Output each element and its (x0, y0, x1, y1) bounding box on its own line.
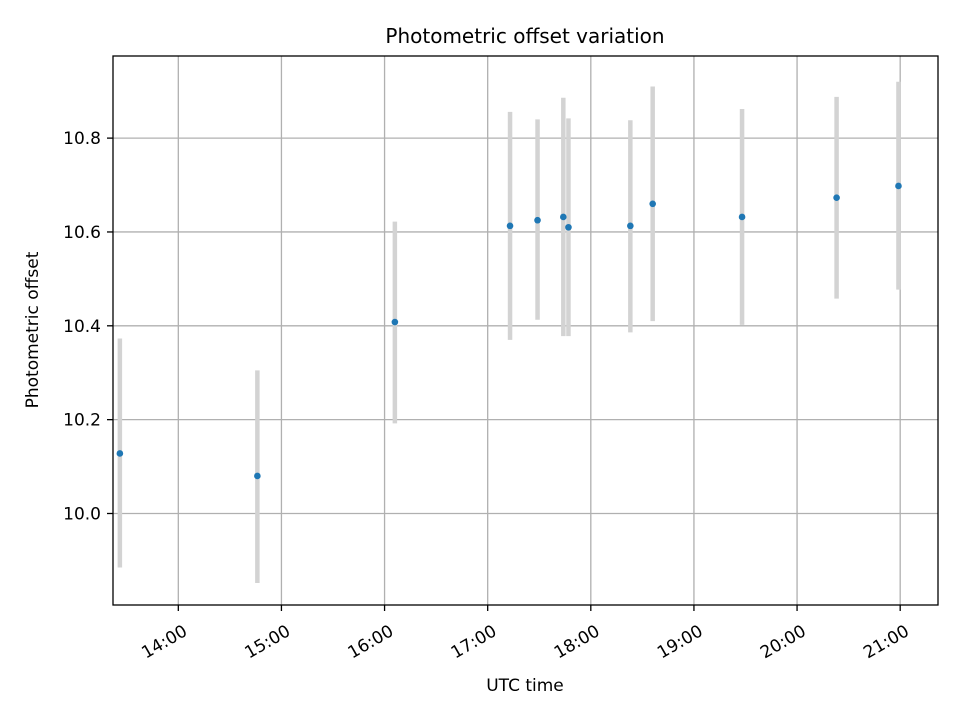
data-point (254, 472, 261, 480)
plot-frame (112, 55, 939, 606)
grid (113, 56, 938, 605)
data-point (738, 213, 746, 221)
data-point (627, 222, 634, 230)
data-point (895, 182, 902, 190)
data-point (506, 222, 514, 230)
y-axis: 10.0 10.2 10.4 10.6 10.8 (63, 129, 113, 525)
data-point (649, 200, 656, 208)
x-axis-label: UTC time (486, 676, 564, 696)
y-tick-label: 10.2 (63, 411, 101, 431)
y-tick-label: 10.8 (63, 129, 101, 149)
y-tick-label: 10.0 (63, 505, 101, 525)
y-axis-label: Photometric offset (23, 251, 43, 408)
data-points (116, 182, 902, 480)
data-point (565, 223, 572, 231)
data-point (534, 216, 541, 224)
y-tick-label: 10.4 (63, 317, 101, 337)
data-point (391, 318, 399, 326)
data-point (116, 450, 124, 457)
data-point (560, 213, 567, 221)
y-tick-label: 10.6 (63, 223, 101, 243)
chart-title: Photometric offset variation (385, 24, 664, 48)
data-point (833, 194, 840, 202)
